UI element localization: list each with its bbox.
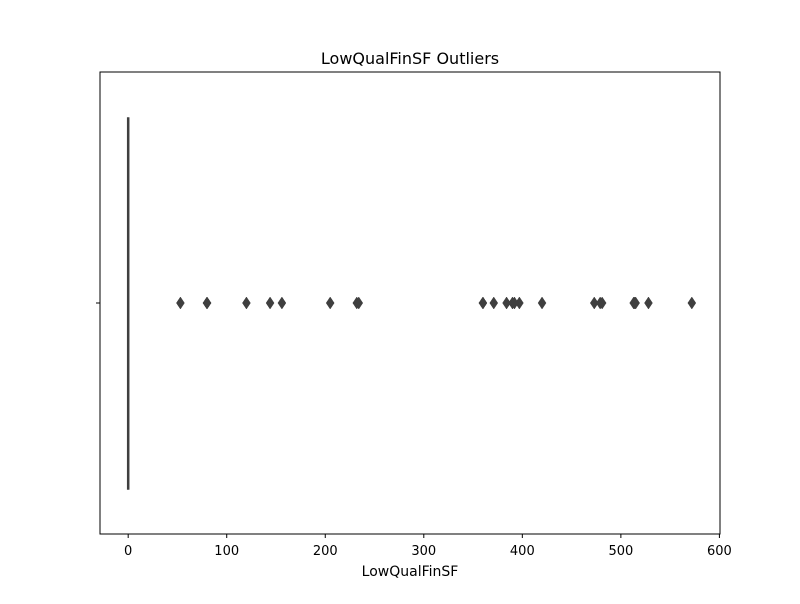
outlier-point	[489, 296, 499, 310]
outlier-point	[515, 296, 524, 310]
outlier-point	[325, 296, 335, 310]
outlier-point	[502, 296, 511, 310]
x-axis-label: LowQualFinSF	[362, 564, 459, 580]
outlier-point	[644, 296, 653, 310]
outlier-point	[265, 296, 275, 310]
plot-area	[99, 71, 721, 535]
outlier-point	[589, 296, 599, 310]
outlier-point	[354, 296, 364, 310]
outlier-point	[478, 296, 488, 310]
x-axis: 0 100 200 300 400 500 600	[124, 534, 732, 559]
x-tick-label: 500	[608, 544, 633, 559]
x-tick-label: 400	[510, 544, 535, 559]
x-tick-label: 200	[313, 544, 338, 559]
outlier-point	[242, 296, 251, 310]
outlier-point	[597, 296, 607, 310]
box-group	[126, 117, 130, 490]
x-tick-label: 600	[707, 544, 732, 559]
outlier-point	[277, 296, 287, 310]
x-tick-label: 0	[124, 544, 132, 559]
outlier-group	[176, 296, 697, 310]
outlier-point	[631, 296, 640, 310]
x-tick-label: 300	[411, 544, 436, 559]
outlier-point	[537, 296, 547, 310]
outlier-point	[687, 296, 697, 310]
outlier-point	[176, 296, 185, 310]
outlier-point	[202, 296, 212, 310]
x-tick-label: 100	[214, 544, 239, 559]
chart-title: LowQualFinSF Outliers	[321, 49, 499, 68]
